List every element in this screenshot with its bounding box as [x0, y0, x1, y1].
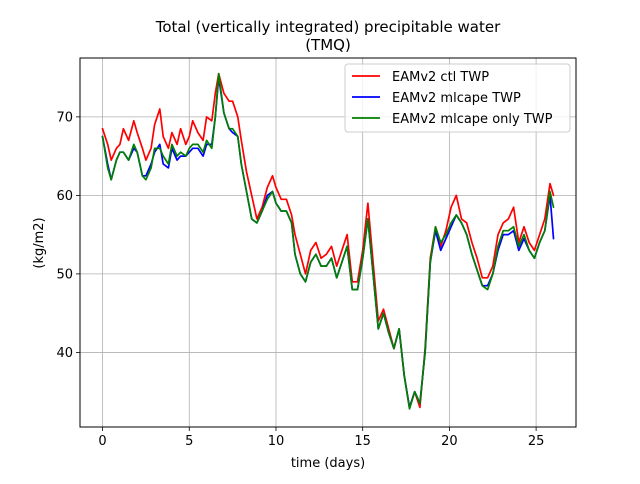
y-axis-label: (kg/m2) — [32, 217, 47, 268]
plot-area-frame — [79, 57, 577, 428]
x-tick-label: 20 — [441, 434, 458, 449]
y-tick-label: 40 — [56, 346, 73, 361]
y-tick-label: 50 — [56, 267, 73, 282]
x-tick-label: 15 — [354, 434, 371, 449]
series-lines — [101, 72, 555, 410]
legend-label-2: EAMv2 mlcape only TWP — [392, 112, 553, 127]
x-axis-label: time (days) — [291, 456, 365, 471]
y-tick-label: 70 — [56, 110, 73, 125]
legend-frame — [344, 63, 571, 133]
y-tick-label: 60 — [56, 189, 73, 204]
legend: EAMv2 ctl TWP EAMv2 mlcape TWP EAMv2 mlcap… — [344, 63, 571, 133]
x-tick-label: 5 — [185, 434, 193, 449]
x-tick-label: 10 — [268, 434, 285, 449]
chart-title-line1: Total (vertically integrated) precipitab… — [155, 18, 501, 36]
legend-label-1: EAMv2 mlcape TWP — [392, 91, 521, 106]
tick-marks: 0 5 10 15 20 25 40 50 60 70 — [56, 110, 544, 449]
chart-title-line2: (TMQ) — [305, 36, 351, 54]
x-tick-label: 25 — [528, 434, 545, 449]
legend-label-0: EAMv2 ctl TWP — [392, 70, 489, 85]
axes — [79, 57, 577, 428]
series-line-0 — [101, 72, 555, 409]
series-line-2 — [101, 72, 555, 410]
x-tick-label: 0 — [98, 434, 106, 449]
